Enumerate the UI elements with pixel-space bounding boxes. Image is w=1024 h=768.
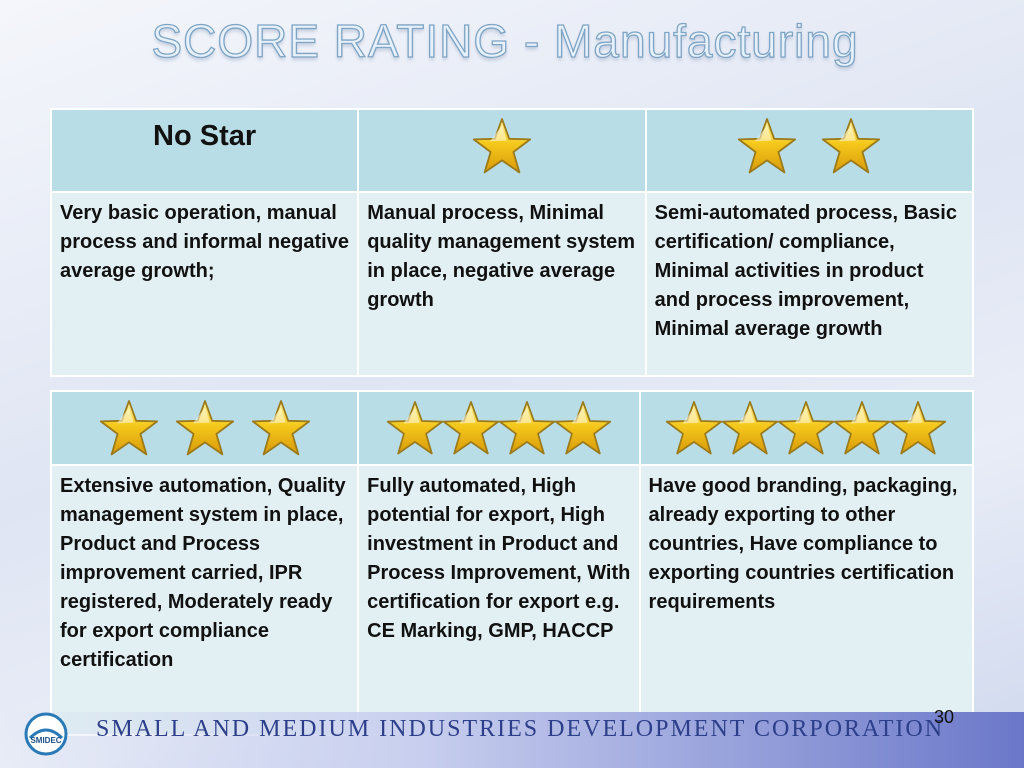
header-one-star — [357, 108, 647, 193]
star-icon — [665, 400, 723, 456]
description-row: Very basic operation, manual process and… — [49, 191, 975, 377]
page-number: 30 — [934, 707, 955, 727]
score-table-bottom: Extensive automation, Quality management… — [49, 390, 975, 736]
star-icon — [472, 117, 532, 175]
slide-title: SCORE RATING - Manufacturing — [151, 14, 859, 67]
star-icon — [737, 117, 797, 175]
star-icon — [442, 400, 500, 456]
star-icon — [251, 399, 311, 457]
footer-band — [0, 712, 1024, 768]
description-four-stars: Fully automated, High potential for expo… — [357, 464, 641, 736]
star-group-1 — [360, 111, 643, 181]
score-table-top: No Star Very basic operation, manual pro… — [49, 108, 975, 377]
header-row — [49, 390, 975, 466]
star-icon — [889, 400, 947, 456]
description-row: Extensive automation, Quality management… — [49, 464, 975, 736]
header-no-star: No Star — [49, 108, 360, 193]
header-row: No Star — [49, 108, 975, 193]
star-icon — [386, 400, 444, 456]
header-three-stars — [49, 390, 360, 466]
star-icon — [554, 400, 612, 456]
star-group-4 — [360, 393, 637, 463]
star-icon — [777, 400, 835, 456]
star-icon — [833, 400, 891, 456]
star-icon — [99, 399, 159, 457]
description-three-stars: Extensive automation, Quality management… — [49, 464, 360, 736]
description-no-star: Very basic operation, manual process and… — [49, 191, 360, 377]
smidec-logo-icon: SMIDEC — [24, 712, 68, 756]
star-icon — [821, 117, 881, 175]
header-five-stars — [638, 390, 975, 466]
star-group-3 — [53, 393, 356, 463]
logo-text: SMIDEC — [30, 736, 61, 745]
star-icon — [498, 400, 556, 456]
footer-organization-name: SMALL AND MEDIUM INDUSTRIES DEVELOPMENT … — [96, 716, 945, 742]
star-icon — [175, 399, 235, 457]
description-five-stars: Have good branding, packaging, already e… — [638, 464, 975, 736]
star-group-5 — [642, 393, 971, 463]
star-group-2 — [648, 111, 971, 181]
description-two-stars: Semi-automated process, Basic certificat… — [644, 191, 975, 377]
star-icon — [721, 400, 779, 456]
description-one-star: Manual process, Minimal quality manageme… — [357, 191, 647, 377]
header-four-stars — [357, 390, 641, 466]
header-two-stars — [644, 108, 975, 193]
